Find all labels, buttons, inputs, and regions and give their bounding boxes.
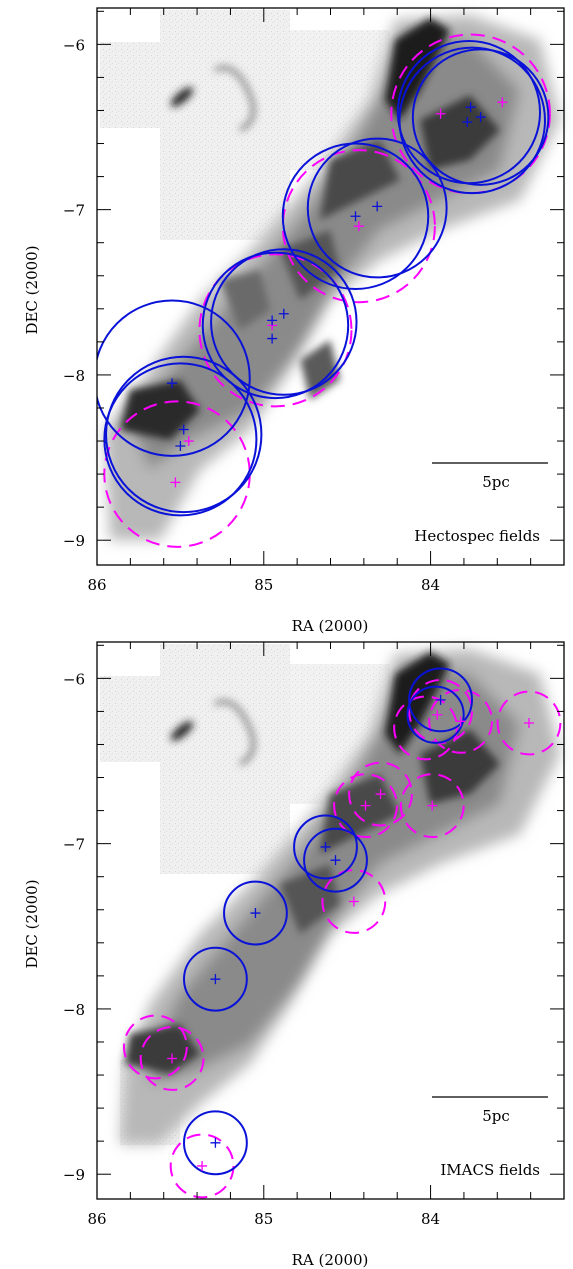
magenta-center-marker bbox=[427, 800, 438, 811]
blue-field-circle bbox=[183, 946, 248, 1012]
y-tick-label: −9 bbox=[63, 532, 85, 550]
x-tick-label: 84 bbox=[421, 576, 440, 594]
panel-label-imacs: IMACS fields bbox=[440, 1161, 540, 1179]
magenta-field-circle bbox=[333, 773, 398, 839]
y-tick-label: −7 bbox=[63, 202, 85, 220]
blue-center-marker bbox=[372, 201, 383, 212]
y-tick-label: −9 bbox=[63, 1166, 85, 1184]
magenta-center-marker bbox=[197, 1160, 208, 1171]
magenta-field-circle bbox=[348, 761, 413, 827]
blue-field-circle bbox=[201, 251, 350, 400]
magenta-center-marker bbox=[353, 221, 364, 232]
blue-field-circle bbox=[281, 142, 430, 290]
x-tick-label: 85 bbox=[254, 576, 273, 594]
magenta-field-circle bbox=[399, 773, 465, 839]
magenta-center-marker bbox=[375, 789, 386, 800]
magenta-center-marker bbox=[435, 108, 446, 119]
blue-center-marker bbox=[175, 440, 186, 451]
y-tick-label: −8 bbox=[63, 367, 85, 385]
x-tick-label: 85 bbox=[254, 1210, 273, 1228]
x-axis-title-top: RA (2000) bbox=[292, 617, 369, 635]
blue-field-circle bbox=[210, 248, 358, 396]
hectospec-axes: 86 85 84 −6 −7 −8 −9 bbox=[63, 7, 565, 594]
magenta-field-circle bbox=[169, 1133, 235, 1199]
nebula-image bbox=[100, 644, 560, 1145]
magenta-field-circle bbox=[393, 695, 458, 761]
x-axis-title-bottom: RA (2000) bbox=[292, 1251, 369, 1269]
field-layer bbox=[97, 33, 551, 548]
blue-center-marker bbox=[267, 333, 278, 344]
scale-bar-label: 5pc bbox=[482, 473, 510, 491]
field-layer bbox=[122, 667, 562, 1199]
y-axis-title-bottom: DEC (2000) bbox=[23, 879, 41, 968]
magenta-center-marker bbox=[348, 896, 359, 907]
panel-label-hectospec: Hectospec fields bbox=[414, 527, 540, 545]
blue-field-circle bbox=[411, 48, 550, 186]
hectospec-field-overlay bbox=[97, 33, 551, 548]
nebula-image bbox=[100, 10, 560, 540]
x-tick-label: 86 bbox=[87, 1210, 106, 1228]
magenta-center-marker bbox=[432, 709, 443, 720]
imacs-axes: 86 85 84 −6 −7 −8 −9 bbox=[63, 641, 565, 1228]
blue-field-circle bbox=[306, 137, 448, 279]
blue-center-marker bbox=[462, 117, 473, 128]
blue-field-circle bbox=[406, 685, 465, 744]
magenta-field-circle bbox=[198, 253, 353, 408]
blue-center-marker bbox=[465, 102, 476, 113]
blue-center-marker bbox=[267, 315, 278, 326]
y-tick-label: −8 bbox=[63, 1001, 85, 1019]
blue-center-marker bbox=[167, 378, 178, 389]
scale-bar-label: 5pc bbox=[482, 1107, 510, 1125]
blue-field-circle bbox=[293, 814, 358, 880]
magenta-field-circle bbox=[122, 1014, 188, 1080]
scale-bar-top: 5pc bbox=[432, 462, 548, 491]
blue-center-marker bbox=[330, 855, 341, 866]
blue-center-marker bbox=[210, 1137, 221, 1148]
blue-field-circle bbox=[103, 362, 258, 517]
magenta-center-marker bbox=[183, 436, 194, 447]
y-axis-title-top: DEC (2000) bbox=[23, 245, 41, 334]
hectospec-panel bbox=[100, 10, 560, 540]
magenta-center-marker bbox=[167, 1053, 178, 1064]
blue-field-circle bbox=[223, 880, 288, 946]
magenta-center-marker bbox=[360, 800, 371, 811]
blue-field-circle bbox=[183, 1110, 248, 1176]
blue-center-marker bbox=[435, 694, 446, 705]
magenta-center-marker bbox=[497, 97, 508, 108]
magenta-field-circle bbox=[281, 149, 436, 304]
blue-center-marker bbox=[250, 908, 261, 919]
blue-field-circle bbox=[408, 667, 473, 733]
blue-center-marker bbox=[178, 424, 189, 435]
y-tick-label: −6 bbox=[63, 670, 85, 688]
x-tick-label: 84 bbox=[421, 1210, 440, 1228]
magenta-field-circle bbox=[139, 1026, 205, 1091]
blue-field-circle bbox=[398, 46, 546, 195]
magenta-field-circle bbox=[321, 869, 387, 934]
magenta-center-marker bbox=[170, 477, 181, 488]
blue-center-marker bbox=[278, 308, 289, 319]
blue-field-circle bbox=[97, 299, 251, 457]
magenta-field-circle bbox=[496, 690, 562, 756]
blue-center-marker bbox=[350, 211, 361, 222]
blue-center-marker bbox=[210, 974, 221, 985]
x-tick-label: 86 bbox=[87, 576, 106, 594]
y-tick-label: −6 bbox=[63, 36, 85, 54]
magenta-center-marker bbox=[455, 716, 466, 727]
scale-bar-bottom: 5pc bbox=[432, 1096, 548, 1125]
magenta-field-circle bbox=[390, 33, 551, 195]
blue-field-circle bbox=[105, 355, 263, 514]
imacs-panel bbox=[100, 644, 560, 1145]
y-tick-label: −7 bbox=[63, 836, 85, 854]
blue-center-marker bbox=[475, 112, 486, 123]
imacs-field-overlay bbox=[122, 667, 562, 1199]
magenta-center-marker bbox=[523, 717, 534, 728]
magenta-field-circle bbox=[428, 688, 493, 754]
blue-center-marker bbox=[320, 841, 331, 852]
blue-field-circle bbox=[303, 827, 368, 893]
